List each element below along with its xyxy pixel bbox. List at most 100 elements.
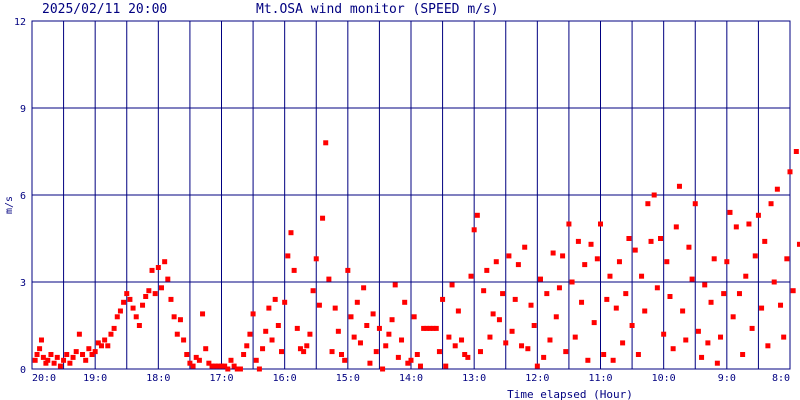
data-point xyxy=(512,296,518,302)
data-point xyxy=(790,288,796,294)
data-point xyxy=(449,282,455,288)
data-point xyxy=(389,317,395,323)
data-point xyxy=(140,302,146,308)
data-point xyxy=(64,352,70,357)
data-point xyxy=(515,262,521,268)
data-point xyxy=(708,299,714,305)
data-point xyxy=(519,343,525,349)
data-point xyxy=(702,282,708,288)
data-point xyxy=(95,340,101,346)
x-tick-label: 16:0 xyxy=(273,373,297,384)
data-point xyxy=(579,299,585,305)
data-point xyxy=(424,325,430,331)
data-point xyxy=(241,352,247,357)
data-point xyxy=(594,256,600,262)
x-tick-label: 12:0 xyxy=(525,373,549,384)
data-point xyxy=(746,221,752,227)
data-point xyxy=(664,259,670,265)
data-point xyxy=(421,325,427,331)
data-point xyxy=(493,259,499,265)
data-point xyxy=(784,256,790,262)
data-point xyxy=(98,343,104,349)
data-point xyxy=(541,354,547,360)
data-point xyxy=(651,192,657,198)
data-point xyxy=(639,273,645,279)
data-point xyxy=(509,328,515,334)
y-axis-label: m/s xyxy=(4,196,15,214)
data-point xyxy=(307,331,313,337)
data-point xyxy=(269,337,275,343)
x-tick-label: 8:0 xyxy=(772,373,790,384)
data-point xyxy=(86,346,92,352)
data-point xyxy=(266,305,272,311)
data-point xyxy=(427,325,433,331)
data-point xyxy=(733,224,739,230)
data-point xyxy=(348,314,354,320)
data-point xyxy=(607,273,613,279)
x-tick-label: 15:0 xyxy=(336,373,360,384)
data-point xyxy=(297,346,303,352)
data-point xyxy=(219,363,224,369)
data-point xyxy=(342,357,348,363)
x-tick-label: 17:0 xyxy=(209,373,233,384)
data-point xyxy=(316,302,322,308)
data-point xyxy=(301,349,307,355)
data-point xyxy=(237,366,243,372)
data-point xyxy=(525,346,531,352)
data-point xyxy=(686,244,692,250)
data-point xyxy=(484,267,490,273)
data-point xyxy=(196,357,202,363)
data-point xyxy=(57,363,63,369)
data-point xyxy=(765,343,771,349)
data-point xyxy=(522,244,528,250)
data-point xyxy=(544,291,550,297)
data-point xyxy=(714,360,720,366)
x-tick-label: 10:0 xyxy=(652,373,676,384)
data-point xyxy=(695,328,701,334)
data-point xyxy=(566,221,572,227)
data-point xyxy=(405,360,411,366)
data-point xyxy=(332,305,338,311)
data-point xyxy=(778,302,784,308)
data-point xyxy=(373,349,379,355)
data-point xyxy=(481,288,487,294)
data-point xyxy=(376,325,382,331)
data-point xyxy=(279,349,285,355)
data-point xyxy=(392,282,398,288)
data-point xyxy=(124,291,130,297)
data-point xyxy=(762,238,768,244)
data-point xyxy=(680,308,686,314)
data-point xyxy=(136,323,142,328)
data-point xyxy=(339,352,345,357)
x-tick-label: 13:0 xyxy=(462,373,486,384)
data-point xyxy=(752,253,758,259)
data-point xyxy=(575,238,581,244)
data-point xyxy=(740,352,746,357)
x-tick-labels: 20:0 19:0 18:0 17:0 16:0 15:0 14:0 13:0 12:0 11:0… xyxy=(32,373,790,384)
data-point xyxy=(490,311,496,317)
data-point xyxy=(80,352,86,357)
data-point xyxy=(616,259,622,265)
data-point xyxy=(623,291,629,297)
data-point xyxy=(291,267,297,273)
data-point xyxy=(386,331,392,337)
data-point xyxy=(414,352,420,357)
data-point xyxy=(162,259,168,265)
data-point xyxy=(755,212,761,218)
data-point xyxy=(177,317,183,323)
y-tick-label: 6 xyxy=(20,191,26,202)
data-point xyxy=(37,346,43,352)
data-point xyxy=(455,308,461,314)
data-point xyxy=(143,294,149,299)
data-point xyxy=(73,349,79,355)
data-point xyxy=(253,357,259,363)
data-point xyxy=(310,288,316,294)
data-point xyxy=(108,331,114,337)
data-point xyxy=(54,354,60,360)
data-point xyxy=(531,323,537,328)
data-point xyxy=(149,267,155,273)
data-point xyxy=(743,273,749,279)
header-datetime: 2025/02/11 20:00 xyxy=(42,2,167,17)
data-point xyxy=(556,285,562,291)
data-point xyxy=(487,334,493,340)
